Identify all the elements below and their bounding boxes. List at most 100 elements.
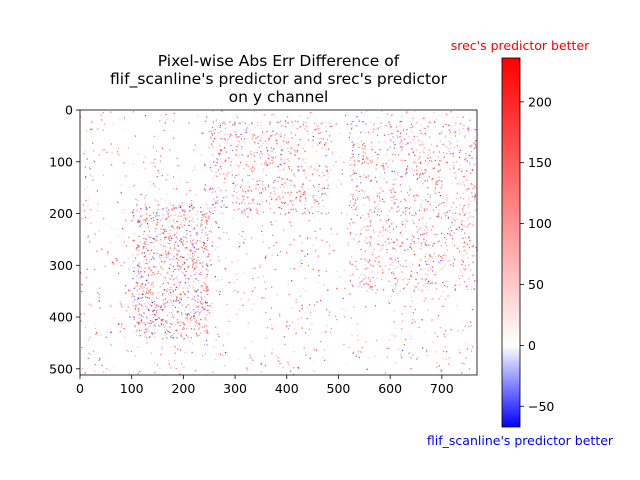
- heatmap-pixel: [300, 317, 302, 319]
- heatmap-pixel: [134, 325, 136, 327]
- heatmap-pixel: [445, 298, 447, 300]
- heatmap-pixel: [138, 327, 140, 329]
- heatmap-pixel: [187, 278, 189, 280]
- heatmap-pixel: [144, 238, 147, 240]
- heatmap-pixel: [415, 197, 417, 200]
- heatmap-pixel: [179, 205, 181, 207]
- heatmap-pixel: [428, 176, 430, 178]
- heatmap-pixel: [335, 186, 338, 188]
- heatmap-pixel: [133, 215, 135, 217]
- heatmap-pixel: [157, 292, 160, 294]
- heatmap-pixel: [432, 245, 434, 247]
- heatmap-pixel: [192, 265, 194, 267]
- heatmap-pixel: [177, 259, 180, 261]
- heatmap-pixel: [204, 353, 207, 355]
- heatmap-pixel: [391, 152, 393, 155]
- heatmap-pixel: [170, 367, 172, 369]
- heatmap-pixel: [385, 227, 387, 230]
- heatmap-pixel: [388, 218, 390, 221]
- heatmap-pixel: [140, 274, 142, 276]
- heatmap-pixel: [226, 196, 228, 198]
- heatmap-pixel: [327, 289, 329, 291]
- heatmap-pixel: [194, 168, 196, 170]
- heatmap-pixel: [181, 312, 183, 314]
- heatmap-pixel: [183, 210, 185, 212]
- heatmap-pixel: [287, 361, 289, 363]
- heatmap-pixel: [379, 231, 381, 233]
- heatmap-pixel: [284, 159, 286, 161]
- heatmap-pixel: [350, 157, 352, 159]
- heatmap-pixel: [168, 312, 171, 314]
- heatmap-pixel: [364, 240, 366, 243]
- heatmap-pixel: [447, 147, 449, 149]
- heatmap-pixel: [463, 363, 465, 365]
- heatmap-pixel: [473, 233, 476, 236]
- heatmap-pixel: [178, 226, 180, 228]
- heatmap-pixel: [431, 299, 433, 301]
- heatmap-pixel: [249, 203, 251, 205]
- heatmap-pixel: [356, 179, 358, 181]
- heatmap-pixel: [220, 206, 222, 208]
- heatmap-pixel: [245, 163, 247, 165]
- heatmap-pixel: [312, 212, 314, 215]
- heatmap-pixel: [132, 278, 134, 280]
- heatmap-pixel: [133, 316, 135, 318]
- heatmap-pixel: [284, 214, 286, 216]
- heatmap-pixel: [419, 281, 421, 283]
- heatmap-pixel: [96, 210, 98, 212]
- heatmap-pixel: [252, 199, 255, 201]
- heatmap-pixel: [180, 238, 182, 240]
- heatmap-pixel: [140, 193, 142, 196]
- heatmap-pixel: [193, 206, 195, 208]
- heatmap-pixel: [283, 163, 285, 166]
- heatmap-pixel: [206, 302, 208, 304]
- heatmap-pixel: [137, 153, 139, 155]
- heatmap-pixel: [283, 134, 286, 136]
- heatmap-pixel: [146, 328, 148, 330]
- heatmap-pixel: [385, 244, 387, 246]
- heatmap-pixel: [217, 256, 219, 258]
- heatmap-pixel: [306, 306, 308, 308]
- heatmap-pixel: [150, 214, 152, 216]
- heatmap-pixel: [370, 237, 372, 239]
- heatmap-pixel: [138, 245, 140, 247]
- heatmap-pixel: [363, 268, 365, 270]
- heatmap-pixel: [462, 116, 464, 118]
- heatmap-pixel: [219, 238, 221, 240]
- heatmap-pixel: [244, 347, 246, 349]
- heatmap-pixel: [378, 255, 380, 257]
- heatmap-pixel: [168, 215, 170, 217]
- heatmap-pixel: [186, 193, 188, 195]
- heatmap-pixel: [293, 173, 295, 175]
- heatmap-pixel: [167, 331, 169, 333]
- heatmap-pixel: [199, 301, 201, 303]
- heatmap-pixel: [199, 273, 201, 275]
- heatmap-pixel: [305, 125, 307, 127]
- heatmap-pixel: [303, 191, 305, 194]
- heatmap-pixel: [164, 330, 166, 332]
- heatmap-pixel: [110, 344, 112, 346]
- heatmap-pixel: [141, 305, 143, 307]
- heatmap-pixel: [180, 335, 182, 337]
- heatmap-pixel: [428, 281, 430, 283]
- heatmap-pixel: [455, 177, 457, 179]
- heatmap-pixel: [168, 250, 170, 252]
- heatmap-pixel: [277, 254, 279, 256]
- heatmap-pixel: [219, 212, 221, 214]
- heatmap-pixel: [216, 162, 218, 164]
- heatmap-pixel: [167, 301, 169, 303]
- heatmap-pixel: [359, 281, 361, 284]
- heatmap-pixel: [401, 223, 403, 225]
- heatmap-pixel: [181, 205, 183, 207]
- heatmap-pixel: [137, 271, 140, 273]
- heatmap-pixel: [187, 265, 189, 267]
- heatmap-pixel: [404, 230, 406, 232]
- heatmap-pixel: [382, 198, 384, 200]
- heatmap-pixel: [457, 247, 460, 249]
- heatmap-pixel: [268, 186, 270, 188]
- heatmap-pixel: [436, 181, 438, 183]
- heatmap-pixel: [415, 173, 418, 175]
- heatmap-pixel: [391, 207, 393, 209]
- heatmap-pixel: [89, 168, 92, 170]
- heatmap-pixel: [352, 352, 354, 354]
